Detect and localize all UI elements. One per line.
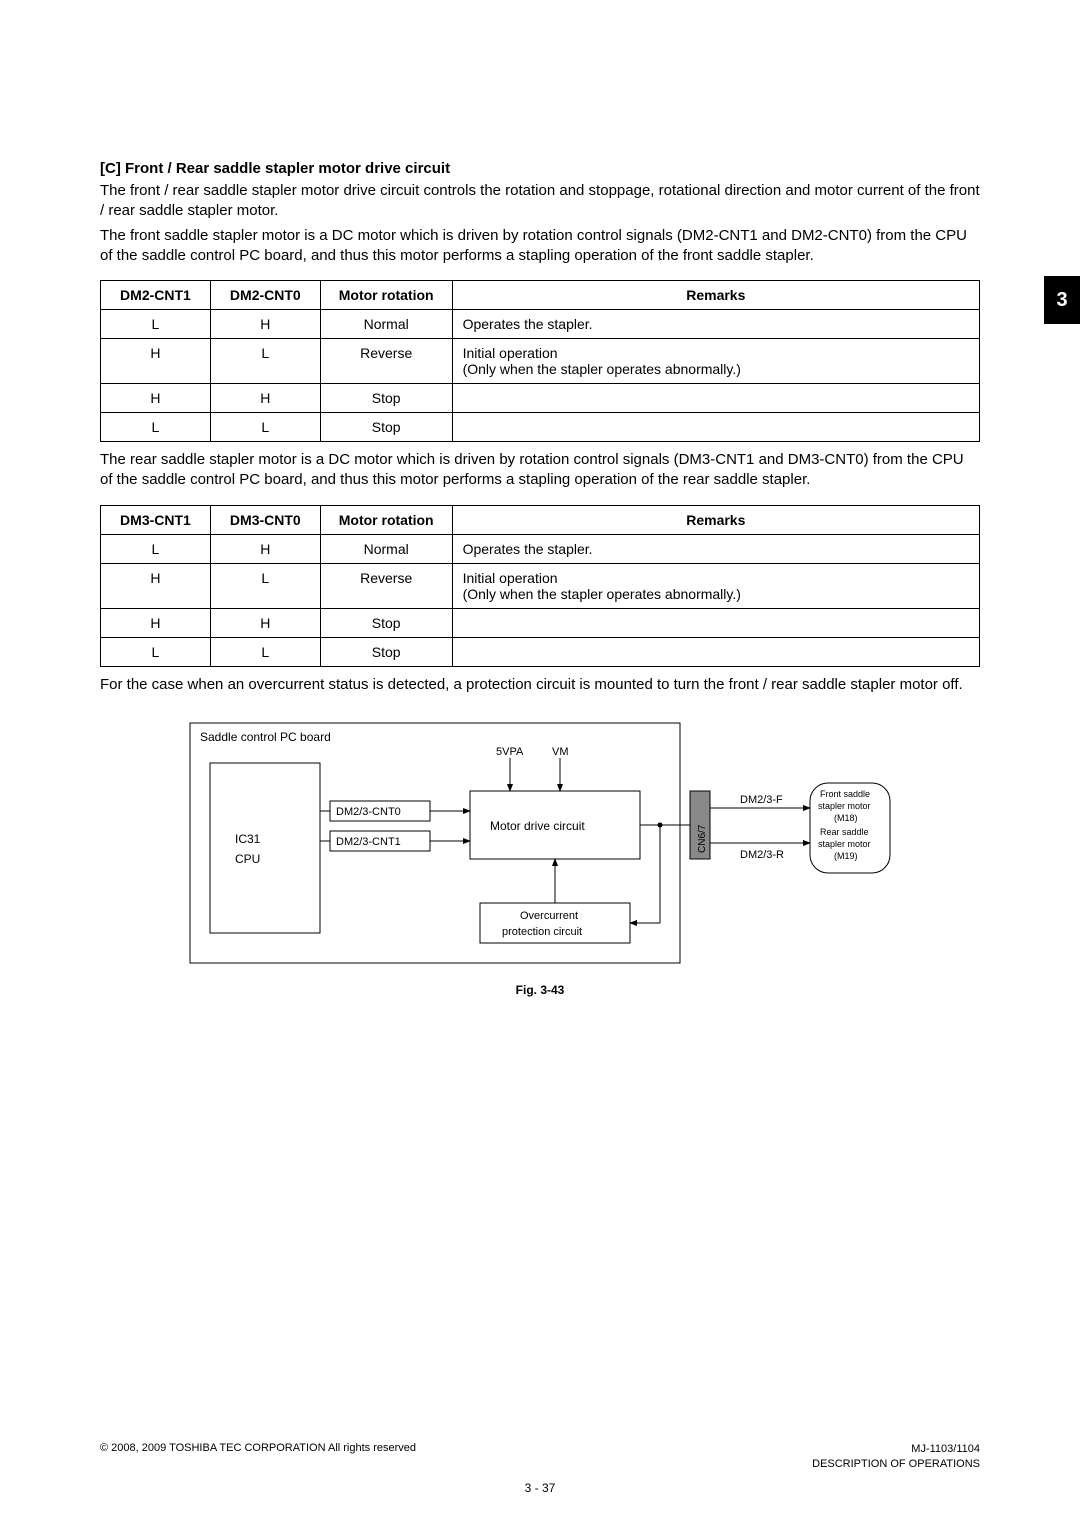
out-label: DM2/3-F <box>740 794 783 806</box>
block-diagram: Saddle control PC board IC31 CPU DM2/3-C… <box>180 713 900 997</box>
power-label: 5VPA <box>496 746 524 758</box>
signal-table-dm2: DM2-CNT1 DM2-CNT0 Motor rotation Remarks… <box>100 280 980 442</box>
signal-label: DM2/3-CNT1 <box>336 836 401 848</box>
table-cell: Normal <box>320 310 452 339</box>
table-cell: L <box>210 637 320 666</box>
table-cell: Stop <box>320 637 452 666</box>
table-cell: L <box>210 339 320 384</box>
motor-label: (M19) <box>834 851 858 861</box>
th: Motor rotation <box>320 505 452 534</box>
overcurrent-label: protection circuit <box>502 926 582 938</box>
motor-label: stapler motor <box>818 801 871 811</box>
table-cell: L <box>101 310 211 339</box>
table-cell: Stop <box>320 413 452 442</box>
copyright: © 2008, 2009 TOSHIBA TEC CORPORATION All… <box>100 1442 416 1454</box>
table-cell: Stop <box>320 384 452 413</box>
table-cell <box>452 384 979 413</box>
table-cell: L <box>210 563 320 608</box>
motor-label: stapler motor <box>818 839 871 849</box>
overcurrent-label: Overcurrent <box>520 910 578 922</box>
cpu-label: CPU <box>235 852 260 866</box>
table-cell: H <box>101 339 211 384</box>
th: DM3-CNT0 <box>210 505 320 534</box>
table-cell <box>452 608 979 637</box>
table-cell: H <box>101 384 211 413</box>
page-content: [C] Front / Rear saddle stapler motor dr… <box>0 0 1080 1527</box>
th: DM2-CNT1 <box>101 281 211 310</box>
connector-label: CN6/7 <box>697 824 708 853</box>
table-row: LLStop <box>101 413 980 442</box>
motor-drive-label: Motor drive circuit <box>490 819 585 833</box>
page-number: 3 - 37 <box>0 1481 1080 1495</box>
diagram-label: Saddle control PC board <box>200 730 331 744</box>
table-cell: Stop <box>320 608 452 637</box>
table-row: LHNormalOperates the stapler. <box>101 534 980 563</box>
table-cell: H <box>101 608 211 637</box>
table-row: HLReverseInitial operation(Only when the… <box>101 563 980 608</box>
signal-table-dm3: DM3-CNT1 DM3-CNT0 Motor rotation Remarks… <box>100 505 980 667</box>
signal-label: DM2/3-CNT0 <box>336 806 401 818</box>
table-cell <box>452 637 979 666</box>
table-cell: L <box>210 413 320 442</box>
table-row: HHStop <box>101 384 980 413</box>
paragraph: For the case when an overcurrent status … <box>100 675 980 695</box>
table-cell: H <box>210 310 320 339</box>
figure-caption: Fig. 3-43 <box>180 983 900 997</box>
table-row: HHStop <box>101 608 980 637</box>
table-cell: L <box>101 637 211 666</box>
table-cell: Reverse <box>320 563 452 608</box>
model-number: MJ-1103/1104 <box>812 1442 980 1456</box>
paragraph: The rear saddle stapler motor is a DC mo… <box>100 450 980 491</box>
motor-label: (M18) <box>834 813 858 823</box>
th: Motor rotation <box>320 281 452 310</box>
page-footer: © 2008, 2009 TOSHIBA TEC CORPORATION All… <box>100 1442 980 1471</box>
table-cell: H <box>101 563 211 608</box>
th: DM3-CNT1 <box>101 505 211 534</box>
table-cell: Initial operation(Only when the stapler … <box>452 563 979 608</box>
motor-label: Front saddle <box>820 789 870 799</box>
table-cell: L <box>101 534 211 563</box>
table-cell: Operates the stapler. <box>452 534 979 563</box>
table-cell: Initial operation(Only when the stapler … <box>452 339 979 384</box>
table-cell: Reverse <box>320 339 452 384</box>
motor-label: Rear saddle <box>820 827 869 837</box>
out-label: DM2/3-R <box>740 849 784 861</box>
table-row: HLReverseInitial operation(Only when the… <box>101 339 980 384</box>
cpu-label: IC31 <box>235 832 261 846</box>
th: DM2-CNT0 <box>210 281 320 310</box>
table-cell: H <box>210 384 320 413</box>
paragraph: The front / rear saddle stapler motor dr… <box>100 181 980 222</box>
table-cell: Operates the stapler. <box>452 310 979 339</box>
table-cell: Normal <box>320 534 452 563</box>
table-cell: H <box>210 534 320 563</box>
section-heading: [C] Front / Rear saddle stapler motor dr… <box>100 160 980 177</box>
table-cell: L <box>101 413 211 442</box>
table-row: LLStop <box>101 637 980 666</box>
th: Remarks <box>452 281 979 310</box>
table-row: LHNormalOperates the stapler. <box>101 310 980 339</box>
th: Remarks <box>452 505 979 534</box>
power-label: VM <box>552 746 569 758</box>
table-cell: H <box>210 608 320 637</box>
footer-desc: DESCRIPTION OF OPERATIONS <box>812 1457 980 1471</box>
paragraph: The front saddle stapler motor is a DC m… <box>100 226 980 267</box>
table-cell <box>452 413 979 442</box>
